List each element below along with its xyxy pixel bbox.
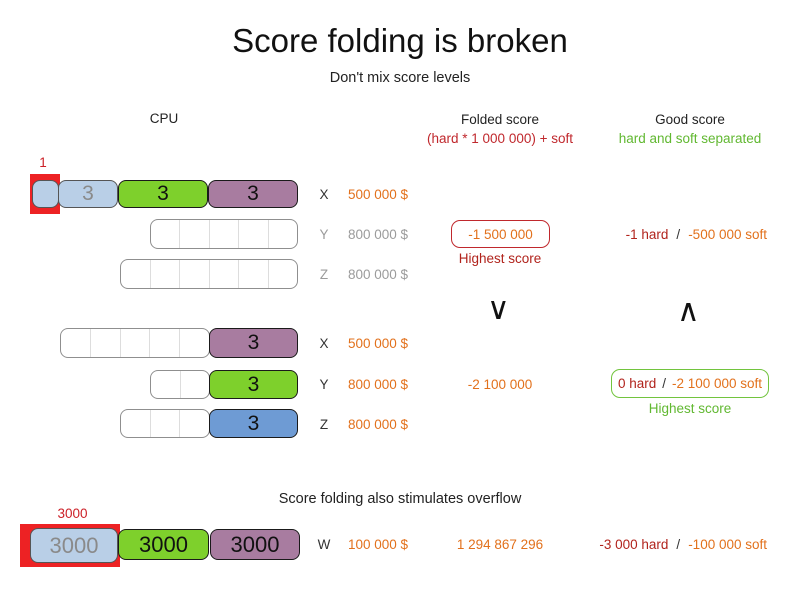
greater-than-icon: ∨: [487, 291, 510, 327]
empty-slot-bar: [120, 259, 298, 289]
soft-score: -500 000 soft: [688, 227, 767, 242]
highlight-count-label: 1: [39, 155, 47, 170]
row-label: Z: [319, 267, 329, 282]
slot-cell: [210, 220, 240, 248]
row-label: W: [317, 537, 331, 552]
cpu-block-purple: 3: [209, 328, 298, 358]
cost-label: 800 000 $: [348, 267, 409, 282]
folded-score-header: Folded score: [460, 112, 540, 127]
good-score-value: -1 hard / -500 000 soft: [595, 227, 767, 243]
slot-cell: [180, 410, 209, 437]
cost-label: 800 000 $: [348, 417, 409, 432]
slot-cell: [151, 220, 181, 248]
folded-score-value: 1 294 867 296: [456, 537, 544, 552]
cpu-block-green: 3: [118, 180, 208, 208]
slot-cell: [151, 371, 181, 398]
cpu-block-green: 3: [209, 370, 298, 399]
slot-cell: [180, 329, 209, 357]
score-slash: /: [676, 537, 681, 552]
slot-cell: [180, 220, 210, 248]
slot-cell: [180, 260, 210, 288]
cpu-block-green: 3000: [118, 529, 209, 560]
slot-cell: [269, 260, 298, 288]
cpu-block-purple: 3: [208, 180, 298, 208]
empty-slot-bar: [150, 370, 210, 399]
highest-score-note: Highest score: [648, 401, 732, 416]
cost-label: 800 000 $: [348, 377, 409, 392]
cost-label: 100 000 $: [348, 537, 409, 552]
good-score-header: Good score: [655, 112, 725, 127]
good-score-value: -3 000 hard / -100 000 soft: [595, 537, 767, 553]
cost-label: 500 000 $: [348, 336, 409, 351]
highest-score-note: Highest score: [458, 251, 542, 266]
slot-cell: [61, 329, 91, 357]
soft-score: -2 100 000 soft: [671, 376, 763, 391]
folded-score-box: -1 500 000: [451, 220, 550, 248]
slot-cell: [269, 220, 297, 248]
score-slash: /: [662, 376, 666, 391]
slot-cell: [121, 260, 151, 288]
good-score-formula: hard and soft separated: [618, 131, 762, 146]
slot-cell: [151, 410, 181, 437]
slot-cell: [210, 260, 239, 288]
empty-slot-bar: [150, 219, 298, 249]
cost-label: 800 000 $: [348, 227, 409, 242]
score-slash: /: [676, 227, 681, 242]
slot-cell: [121, 410, 151, 437]
slot-cell: [181, 371, 210, 398]
highlight-count-label: 3000: [57, 506, 88, 521]
hard-score: -1 hard: [625, 227, 669, 242]
good-score-box: 0 hard / -2 100 000 soft: [611, 369, 769, 398]
overflow-subtitle: Score folding also stimulates overflow: [278, 491, 522, 507]
empty-slot-bar: [60, 328, 210, 358]
row-label: X: [319, 336, 329, 351]
page-subtitle: Don't mix score levels: [329, 70, 471, 86]
empty-slot-bar: [120, 409, 210, 438]
slot-cell: [151, 260, 180, 288]
folded-score-formula: (hard * 1 000 000) + soft: [427, 131, 573, 146]
cost-label: 500 000 $: [348, 187, 409, 202]
cpu-block-blue: 3000: [30, 528, 118, 563]
cpu-block-blue-small: [32, 180, 59, 208]
slot-cell: [91, 329, 121, 357]
slot-cell: [121, 329, 151, 357]
slot-cell: [239, 260, 269, 288]
cpu-column-header: CPU: [149, 111, 179, 126]
cpu-block-purple: 3000: [210, 529, 300, 560]
row-label: Y: [319, 377, 329, 392]
less-than-icon: ∧: [677, 293, 700, 329]
row-label: X: [319, 187, 329, 202]
folded-score-value: -2 100 000: [467, 377, 533, 392]
slot-cell: [150, 329, 181, 357]
row-label: Y: [319, 227, 329, 242]
page-title: Score folding is broken: [232, 22, 568, 59]
cpu-block-blue: 3: [209, 409, 298, 438]
hard-score: 0 hard: [617, 376, 657, 391]
slot-cell: [239, 220, 269, 248]
row-label: Z: [319, 417, 329, 432]
soft-score: -100 000 soft: [688, 537, 767, 552]
hard-score: -3 000 hard: [599, 537, 669, 552]
cpu-block-blue: 3: [58, 180, 118, 208]
